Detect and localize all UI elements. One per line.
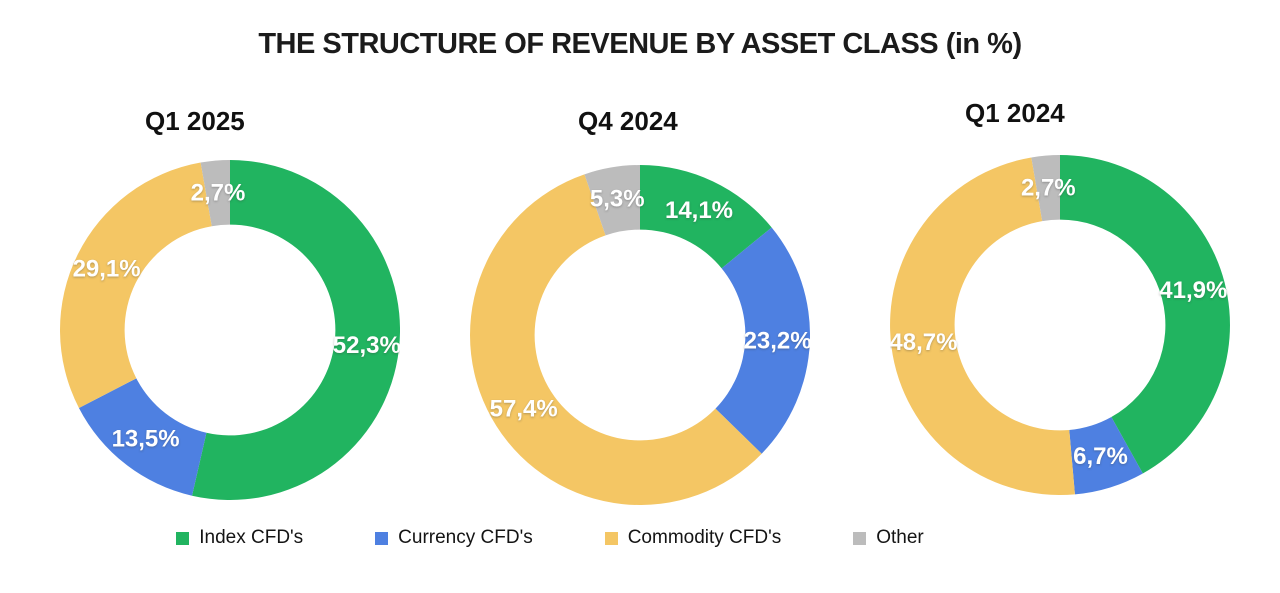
donut-slice-index-cfd-s <box>640 165 772 269</box>
slice-value-label: 52,3% <box>333 332 400 359</box>
legend-item-commodity-cfds: Commodity CFD's <box>604 527 782 549</box>
slice-value-label: 14,1% <box>665 197 733 224</box>
slice-value-label: 57,4% <box>490 395 558 422</box>
legend-item-currency-cfds: Currency CFD's <box>375 527 533 549</box>
slice-value-label: 29,1% <box>73 255 141 282</box>
donut-chart-q4-2024: 14,1% 23,2% 57,4% 5,3% <box>470 165 810 505</box>
donut-chart-q1-2025: 52,3% 13,5% 29,1% 2,7% <box>60 160 400 500</box>
donut-slice-index-cfd-s <box>1060 155 1230 474</box>
slice-value-label: 41,9% <box>1159 277 1227 304</box>
chart-title-q1-2025: Q1 2025 <box>145 106 245 136</box>
donut-chart-q1-2024: 41,9% 6,7% 48,7% 2,7% <box>890 155 1230 495</box>
donut-slice-currency-cfd-s <box>715 227 810 454</box>
slice-value-label: 48,7% <box>890 329 957 356</box>
legend-marker-index-cfds <box>176 531 190 545</box>
legend-label: Other <box>876 527 924 548</box>
donut-slice-other <box>1031 155 1060 222</box>
legend-marker-other <box>853 531 867 545</box>
legend-label: Commodity CFD's <box>627 527 782 548</box>
slice-value-label: 13,5% <box>112 425 180 452</box>
legend-item-other: Other <box>853 527 924 549</box>
slice-value-label: 5,3% <box>590 186 645 213</box>
donut-slice-commodity-cfd-s <box>470 174 762 505</box>
slice-value-label: 23,2% <box>744 328 810 355</box>
donut-slice-currency-cfd-s <box>78 378 207 496</box>
donut-slice-other <box>200 160 230 227</box>
chart-title-q4-2024: Q4 2024 <box>578 106 678 136</box>
donut-slice-other <box>584 165 640 236</box>
slice-value-label: 6,7% <box>1073 443 1128 470</box>
legend: Index CFD's Currency CFD's Commodity CFD… <box>0 527 1190 549</box>
chart-title-q1-2024: Q1 2024 <box>965 98 1065 128</box>
page-title: THE STRUCTURE OF REVENUE BY ASSET CLASS … <box>258 28 1022 60</box>
slice-value-label: 2,7% <box>191 179 246 206</box>
donut-slice-index-cfd-s <box>192 160 400 500</box>
legend-marker-currency-cfds <box>375 531 389 545</box>
donut-slice-commodity-cfd-s <box>890 157 1075 495</box>
legend-marker-commodity-cfds <box>604 531 618 545</box>
legend-label: Index CFD's <box>199 527 304 548</box>
legend-item-index-cfds: Index CFD's <box>176 527 303 549</box>
donut-slice-commodity-cfd-s <box>60 162 212 408</box>
legend-label: Currency CFD's <box>398 527 533 548</box>
slice-value-label: 2,7% <box>1021 174 1076 201</box>
donut-slice-currency-cfd-s <box>1069 417 1143 495</box>
